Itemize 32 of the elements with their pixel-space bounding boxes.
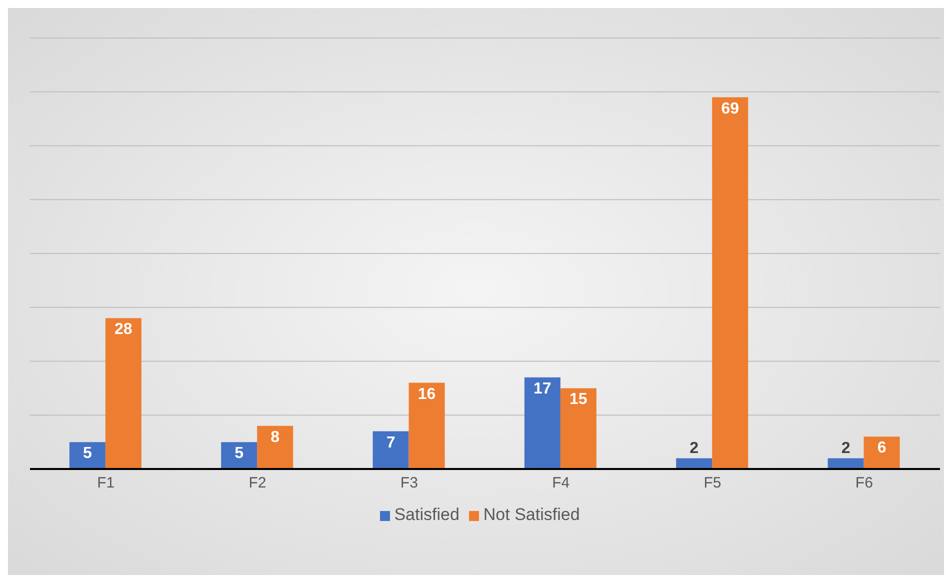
data-label: 28	[114, 321, 132, 338]
data-label: 5	[82, 445, 92, 462]
bar	[408, 382, 445, 469]
bar	[372, 431, 409, 469]
x-tick-label: F3	[400, 474, 418, 492]
data-label: 5	[234, 445, 244, 462]
bar	[257, 426, 294, 469]
bar	[69, 442, 106, 469]
data-label: 15	[570, 391, 588, 408]
bar	[524, 377, 560, 469]
x-tick-label: F4	[552, 474, 570, 492]
bar	[676, 458, 712, 469]
legend-label: Satisfied	[394, 505, 460, 524]
data-label: 8	[270, 428, 280, 446]
data-label: 7	[386, 434, 396, 452]
data-label: 69	[721, 100, 740, 118]
bar	[828, 458, 864, 469]
bar	[105, 318, 142, 469]
data-label: 2	[841, 440, 850, 458]
bar	[864, 436, 900, 469]
data-label: 2	[690, 440, 699, 458]
x-tick-label: F2	[248, 474, 266, 492]
data-label: 17	[534, 380, 552, 398]
x-tick-label: F6	[855, 474, 873, 492]
bar	[560, 388, 596, 469]
bar	[221, 442, 258, 469]
x-tick-label: F1	[97, 474, 115, 492]
bar	[712, 97, 748, 469]
x-tick-label: F5	[704, 474, 722, 492]
data-label: 6	[877, 440, 886, 457]
data-label: 16	[418, 386, 436, 403]
legend-label: Not Satisfied	[483, 505, 580, 524]
